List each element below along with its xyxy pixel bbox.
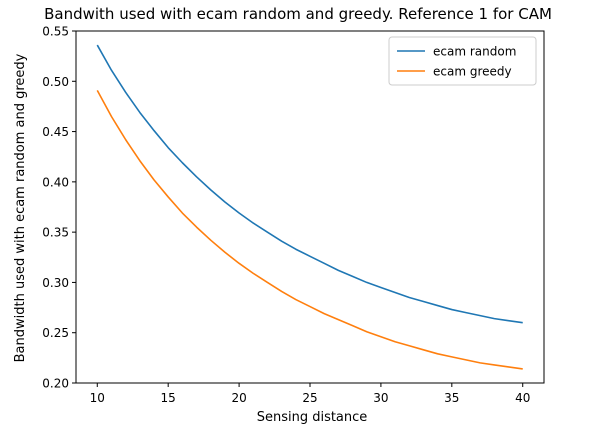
legend: ecam random ecam greedy xyxy=(389,37,536,85)
y-axis-label: Bandwidth used with ecam random and gree… xyxy=(13,53,28,362)
plot-series xyxy=(97,45,522,369)
legend-label: ecam greedy xyxy=(433,65,512,79)
y-tick-label: 0.40 xyxy=(42,175,69,189)
y-tick-label: 0.25 xyxy=(42,326,69,340)
x-axis: 10 15 20 25 30 35 40 xyxy=(90,383,531,405)
y-tick-label: 0.45 xyxy=(42,125,69,139)
series-line-ecam-random xyxy=(97,45,522,323)
x-tick-label: 40 xyxy=(515,391,530,405)
x-tick-label: 25 xyxy=(302,391,317,405)
chart-title: Bandwith used with ecam random and greed… xyxy=(44,5,552,23)
y-tick-label: 0.35 xyxy=(42,226,69,240)
y-tick-label: 0.50 xyxy=(42,75,69,89)
x-axis-label: Sensing distance xyxy=(257,410,368,425)
y-tick-label: 0.20 xyxy=(42,377,69,391)
x-tick-label: 30 xyxy=(373,391,388,405)
series-line-ecam-greedy xyxy=(97,90,522,369)
y-tick-label: 0.30 xyxy=(42,276,69,290)
legend-label: ecam random xyxy=(433,45,516,59)
x-tick-label: 15 xyxy=(161,391,176,405)
x-tick-label: 10 xyxy=(90,391,105,405)
x-tick-label: 20 xyxy=(231,391,246,405)
y-tick-label: 0.55 xyxy=(42,25,69,39)
x-tick-label: 35 xyxy=(444,391,459,405)
y-axis: 0.20 0.25 0.30 0.35 0.40 0.45 0.50 0.55 xyxy=(42,25,76,391)
